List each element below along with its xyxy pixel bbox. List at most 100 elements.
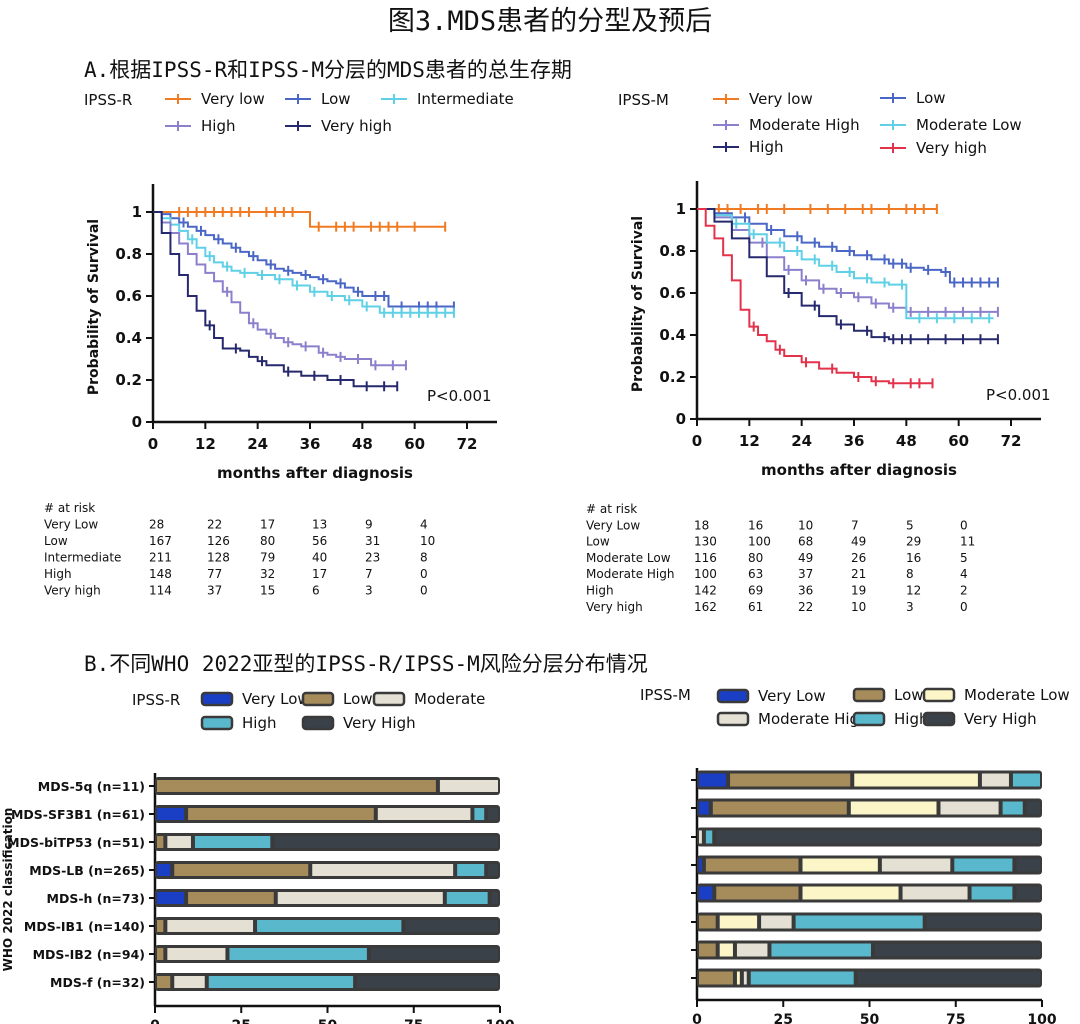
x-tick-label: 60 <box>404 435 425 453</box>
bar-segment-moderate <box>167 836 191 848</box>
risk-row-very-low: Very Low 18 16 10 7 5 0 <box>586 518 968 532</box>
x-tick-label: 36 <box>844 432 865 450</box>
risk-value: 100 <box>694 567 717 581</box>
bar-segment-very-high <box>926 915 1040 929</box>
risk-value: 167 <box>149 534 172 548</box>
series-moderate-high <box>697 208 999 317</box>
legend-label: High <box>749 138 783 156</box>
x-tick-label: 36 <box>300 435 321 453</box>
bar-segment-very-high <box>491 892 498 904</box>
bar-segment-high <box>474 808 485 820</box>
legend-label: High <box>201 117 235 135</box>
x-tick-label: 24 <box>247 435 268 453</box>
series-very-high <box>153 211 399 392</box>
risk-value: 116 <box>694 551 717 565</box>
risk-value: 162 <box>694 600 717 614</box>
risk-row-label: Very Low <box>586 518 640 532</box>
risk-row-very-low: Very Low 28 22 17 13 9 4 <box>44 518 428 532</box>
y-tick-label: 1 <box>132 203 142 221</box>
bar-row-mds-h-n-73 <box>697 883 1042 903</box>
x-tick-label: 60 <box>948 432 969 450</box>
risk-row-label: Moderate High <box>586 567 674 581</box>
risk-value: 28 <box>149 518 164 532</box>
bar-row-mds-lb-n-265 <box>155 861 500 879</box>
bar-row-mds-f-n-32 <box>697 968 1042 988</box>
x-tick-label: 75 <box>404 1018 423 1024</box>
bar-segment-low <box>699 915 716 929</box>
bar-segment-low <box>188 808 374 820</box>
risk-row-label: High <box>586 584 614 598</box>
risk-value: 4 <box>960 567 968 581</box>
series-low <box>153 211 455 312</box>
bar-row-mds-sf3b1-n-61 <box>155 805 500 823</box>
legend-swatch <box>200 691 234 707</box>
risk-value: 2 <box>960 584 968 598</box>
risk-value: 29 <box>906 535 921 549</box>
survival-curve <box>153 211 454 314</box>
legend-label: Moderate Low <box>964 686 1070 704</box>
risk-value: 21 <box>851 567 866 581</box>
survival-curve <box>697 208 994 320</box>
risk-value: 211 <box>149 551 172 565</box>
bar-segment-high <box>1002 801 1023 815</box>
bar-row-mds-lb-n-265 <box>697 855 1042 875</box>
legend-item-moderate-low: Moderate Low <box>880 116 1022 134</box>
category-label: MDS-SF3B1 (n=61) <box>11 807 145 822</box>
y-tick-label: 0.6 <box>659 284 686 302</box>
bar-row-mds-5q-n-11 <box>697 770 1042 790</box>
legend-item-low: Low <box>852 686 924 704</box>
legend-item-moderate-low: Moderate Low <box>922 686 1070 704</box>
p-value-annotation: P<0.001 <box>427 387 492 405</box>
y-tick-label: 0.8 <box>115 245 142 263</box>
x-tick-label: 25 <box>774 1012 793 1024</box>
bar-segment-moderate <box>167 948 226 960</box>
bar-segment-moderate-low <box>719 943 733 957</box>
risk-value: 80 <box>748 551 763 565</box>
risk-value: 49 <box>798 551 813 565</box>
bar-segment-low <box>716 886 799 900</box>
panel-a-title: A.根据IPSS-R和IPSS-M分层的MDS患者的总生存期 <box>84 58 572 82</box>
risk-value: 56 <box>312 534 327 548</box>
risk-value: 5 <box>906 518 914 532</box>
bar-row-mds-bitp53-n-51 <box>697 827 1042 847</box>
bar-segment-low <box>705 858 799 872</box>
bar-segment-moderate-high <box>743 971 747 985</box>
risk-row-label: Moderate Low <box>586 551 671 565</box>
risk-row-moderate-low: Moderate Low 116 80 49 26 16 5 <box>586 551 968 565</box>
risk-value: 23 <box>365 551 380 565</box>
legend-swatch <box>301 691 335 707</box>
survival-curve <box>697 208 998 284</box>
risk-value: 10 <box>420 534 435 548</box>
legend-item-intermediate: Intermediate <box>381 90 514 108</box>
legend-label: Very high <box>916 139 987 157</box>
legend-label: Very low <box>749 90 813 108</box>
legend-item-moderate-high: Moderate High <box>716 710 869 728</box>
bar-row-mds-ib1-n-140 <box>697 912 1042 932</box>
risk-row-very-high: Very high 114 37 15 6 3 0 <box>44 584 428 598</box>
bar-segment-moderate-high <box>940 801 999 815</box>
bar-segment-high <box>229 948 367 960</box>
bar-segment-very-low <box>699 773 727 787</box>
legend-item-very-high: Very high <box>285 117 392 135</box>
bar-segment-high <box>446 892 488 904</box>
risk-value: 0 <box>960 600 968 614</box>
risk-value: 69 <box>748 584 763 598</box>
bar-segment-moderate-low <box>854 773 978 787</box>
bar-segment-high <box>705 830 713 844</box>
risk-value: 10 <box>798 518 813 532</box>
legend-label: High <box>894 710 928 728</box>
bar-segment-high <box>971 886 1013 900</box>
bar-segment-low <box>730 773 851 787</box>
risk-value: 100 <box>748 535 771 549</box>
legend-swatch <box>716 688 750 704</box>
risk-value: 8 <box>420 551 428 565</box>
bar-segment-high <box>457 864 485 876</box>
risk-row-intermediate: Intermediate 211 128 79 40 23 8 <box>44 551 428 565</box>
bar-segment-high <box>750 971 854 985</box>
legend-item-low: Low <box>880 89 946 107</box>
bar-segment-low <box>699 971 733 985</box>
series-low <box>697 208 999 288</box>
risk-value: 22 <box>798 600 813 614</box>
